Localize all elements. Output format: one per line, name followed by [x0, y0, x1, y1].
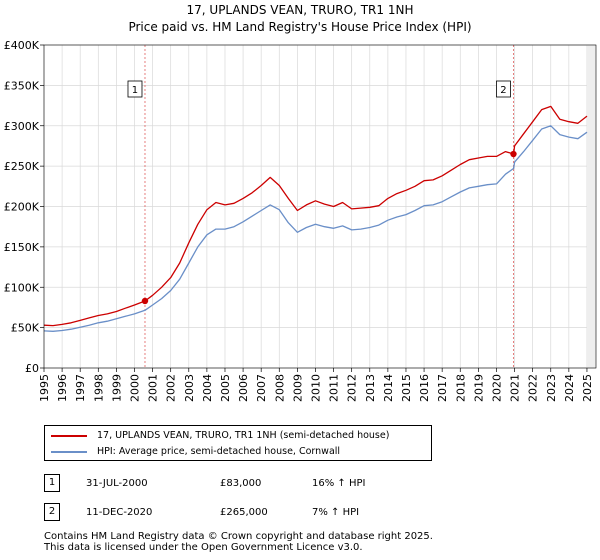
x-tick-label: 2004 — [201, 374, 214, 402]
plot-frame — [43, 44, 597, 369]
series-lines — [43, 105, 588, 332]
annotation-label: 1 — [132, 85, 138, 96]
x-tick-label: 1997 — [74, 374, 87, 402]
x-tick-label: 2019 — [472, 374, 485, 402]
x-tick-label: 2008 — [273, 374, 286, 402]
y-tick-label: £400K — [4, 39, 40, 52]
transaction-hpi: 16% ↑ HPI — [312, 478, 366, 489]
x-tick-label: 1999 — [110, 374, 123, 402]
sale-point — [141, 297, 149, 305]
x-tick-label: 2017 — [436, 374, 449, 402]
y-tick-label: £300K — [4, 120, 40, 133]
transaction-price: £83,000 — [220, 478, 262, 489]
annotation-label: 2 — [500, 85, 506, 96]
legend: 17, UPLANDS VEAN, TRURO, TR1 1NH (semi-d… — [44, 425, 432, 461]
x-tick-label: 2024 — [563, 374, 576, 402]
x-tick-label: 2015 — [400, 374, 413, 402]
annotation-box — [496, 80, 511, 98]
x-tick-label: 2012 — [346, 374, 359, 402]
y-tick-label: £350K — [4, 79, 40, 92]
transaction-markers — [144, 45, 514, 368]
x-tick-label: 2006 — [237, 374, 250, 402]
x-tick-label: 2020 — [490, 374, 503, 402]
x-tick-label: 1998 — [92, 374, 105, 402]
transaction-hpi: 7% ↑ HPI — [312, 507, 360, 518]
x-tick-label: 2002 — [165, 374, 178, 402]
series-line — [43, 105, 588, 327]
y-tick-label: £0 — [25, 362, 39, 375]
chart-subtitle: Price paid vs. HM Land Registry's House … — [128, 20, 471, 34]
chart-title: 17, UPLANDS VEAN, TRURO, TR1 1NH — [187, 3, 414, 17]
x-tick-label: 2021 — [509, 374, 522, 402]
sale-points — [141, 150, 517, 305]
future-band — [586, 45, 596, 368]
x-tick-label: 2025 — [581, 374, 594, 402]
y-axis: £0 £50K £100K £150K £200K £250K £300K £350K £400… — [4, 39, 44, 375]
x-tick-label: 2007 — [255, 374, 268, 402]
x-tick-label: 2016 — [418, 374, 431, 402]
y-tick-label: £150K — [4, 241, 40, 254]
x-tick-label: 1996 — [56, 374, 69, 402]
legend-swatch-hpi — [51, 450, 87, 453]
footer-copyright: Contains HM Land Registry data © Crown c… — [44, 531, 433, 542]
x-tick-label: 2013 — [364, 374, 377, 402]
y-tick-label: £250K — [4, 160, 40, 173]
x-tick-label: 2009 — [291, 374, 304, 402]
x-tick-label: 2003 — [183, 374, 196, 402]
x-tick-label: 2000 — [128, 374, 141, 402]
y-tick-label: £50K — [11, 322, 40, 335]
x-tick-label: 2001 — [147, 374, 160, 402]
x-tick-label: 2018 — [454, 374, 467, 402]
y-tick-label: £200K — [4, 201, 40, 214]
legend-label-hpi: HPI: Average price, semi-detached house,… — [97, 446, 341, 457]
x-axis: 1995 1996 1997 1998 1999 2000 2001 2002 2003 2004… — [38, 368, 594, 402]
price-chart: 17, UPLANDS VEAN, TRURO, TR1 1NH Price p… — [4, 3, 597, 402]
legend-entry-hpi: HPI: Average price, semi-detached house,… — [51, 444, 340, 460]
legend-entry-property: 17, UPLANDS VEAN, TRURO, TR1 1NH (semi-d… — [51, 428, 389, 444]
sale-point — [510, 150, 517, 158]
highlight-band — [586, 45, 596, 368]
series-line — [43, 125, 588, 332]
y-tick-label: £100K — [4, 281, 40, 294]
x-tick-label: 2022 — [527, 374, 540, 402]
x-tick-label: 2011 — [328, 374, 341, 402]
transaction-date: 31-JUL-2000 — [86, 478, 148, 489]
transaction-date: 11-DEC-2020 — [86, 507, 153, 518]
footer-licence: This data is licensed under the Open Gov… — [44, 542, 363, 553]
x-tick-label: 2005 — [219, 374, 232, 402]
footer: Contains HM Land Registry data © Crown c… — [44, 531, 433, 553]
annotation-box — [127, 80, 143, 98]
legend-label-property: 17, UPLANDS VEAN, TRURO, TR1 1NH (semi-d… — [97, 430, 390, 441]
x-tick-label: 2010 — [309, 374, 322, 402]
x-tick-label: 1995 — [38, 374, 51, 402]
legend-swatch-property — [51, 434, 87, 437]
transaction-number: 2 — [44, 503, 60, 521]
transaction-price: £265,000 — [220, 507, 268, 518]
transaction-number: 1 — [44, 474, 60, 492]
x-tick-label: 2023 — [545, 374, 558, 402]
x-tick-label: 2014 — [382, 374, 395, 402]
